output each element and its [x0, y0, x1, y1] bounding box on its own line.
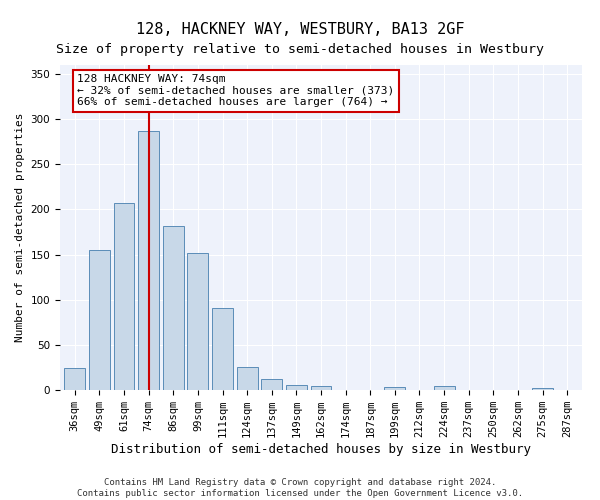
- Bar: [236, 368, 257, 390]
- Bar: [64, 368, 85, 390]
- Y-axis label: Number of semi-detached properties: Number of semi-detached properties: [15, 113, 25, 342]
- Text: Contains HM Land Registry data © Crown copyright and database right 2024.
Contai: Contains HM Land Registry data © Crown c…: [77, 478, 523, 498]
- Bar: [311, 386, 331, 390]
- Bar: [187, 253, 208, 390]
- Bar: [163, 226, 184, 390]
- Bar: [385, 388, 406, 390]
- Bar: [113, 203, 134, 390]
- Bar: [261, 379, 282, 390]
- Bar: [89, 250, 110, 390]
- Bar: [138, 131, 159, 390]
- Text: Size of property relative to semi-detached houses in Westbury: Size of property relative to semi-detach…: [56, 42, 544, 56]
- X-axis label: Distribution of semi-detached houses by size in Westbury: Distribution of semi-detached houses by …: [111, 443, 531, 456]
- Text: 128 HACKNEY WAY: 74sqm
← 32% of semi-detached houses are smaller (373)
66% of se: 128 HACKNEY WAY: 74sqm ← 32% of semi-det…: [77, 74, 394, 107]
- Bar: [434, 386, 455, 390]
- Bar: [286, 386, 307, 390]
- Bar: [212, 308, 233, 390]
- Text: 128, HACKNEY WAY, WESTBURY, BA13 2GF: 128, HACKNEY WAY, WESTBURY, BA13 2GF: [136, 22, 464, 38]
- Bar: [532, 388, 553, 390]
